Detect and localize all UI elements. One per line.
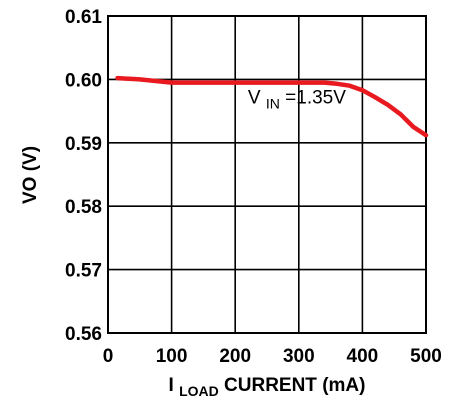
plot-frame xyxy=(107,15,427,334)
y-tick-label: 0.61 xyxy=(65,7,102,28)
x-tick-label: 300 xyxy=(283,346,315,367)
x-tick-label: 0 xyxy=(103,346,114,367)
x-tick-labels: 0 100 200 300 400 500 xyxy=(103,346,442,367)
y-tick-label: 0.59 xyxy=(65,134,102,155)
series-line-vo xyxy=(115,75,429,138)
x-tick-label: 200 xyxy=(219,346,251,367)
y-tick-label: 0.56 xyxy=(65,324,102,345)
x-tick-label: 100 xyxy=(156,346,188,367)
x-tick-label: 400 xyxy=(347,346,379,367)
vin-annotation-main: V xyxy=(248,87,261,108)
x-tick-label: 500 xyxy=(410,346,442,367)
y-tick-label: 0.58 xyxy=(65,197,102,218)
x-axis-label: I LOAD CURRENT (mA) xyxy=(169,375,366,401)
vin-annotation: V IN =1.35V xyxy=(248,87,346,113)
y-axis-label: VO (V) xyxy=(20,146,41,204)
vin-annotation-sub: IN xyxy=(266,95,280,111)
vin-annotation-rest: =1.35V xyxy=(285,87,346,108)
y-tick-label: 0.60 xyxy=(65,70,102,91)
y-tick-label: 0.57 xyxy=(65,261,102,282)
y-tick-labels: 0.56 0.57 0.58 0.59 0.60 0.61 xyxy=(65,7,102,345)
x-axis-label-main: I xyxy=(169,375,174,396)
x-axis-label-rest: CURRENT (mA) xyxy=(224,375,365,396)
grid xyxy=(107,15,427,334)
x-axis-label-sub: LOAD xyxy=(179,383,219,399)
